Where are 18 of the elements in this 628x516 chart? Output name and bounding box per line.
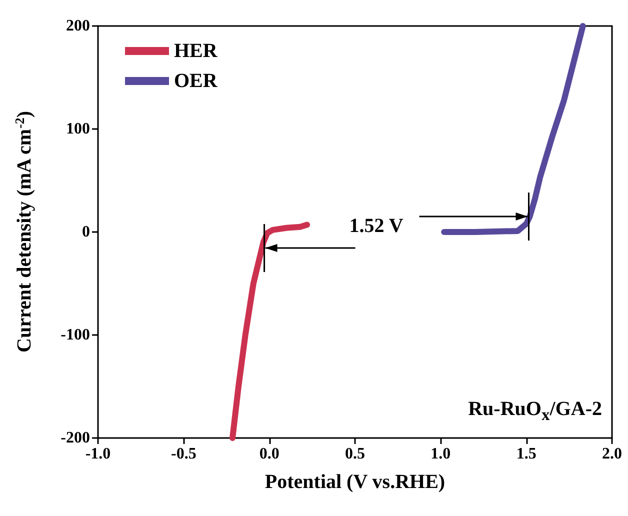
y-tick-label: 0 [82,224,90,240]
x-axis-title: Potential (V vs.RHE) [264,471,446,493]
x-tick-label: -1.0 [85,446,111,462]
legend-label: OER [174,70,218,92]
y-tick-label: 100 [66,120,90,138]
legend-label: HER [174,40,218,62]
x-tick-label: -0.5 [171,446,196,462]
x-tick-label: 0.5 [345,446,365,462]
y-tick-label: -100 [60,326,90,344]
y-axis-title: Current detensity (mA cm-2) [12,110,36,352]
y-tick-label: 200 [66,18,90,34]
x-tick-label: 1.5 [516,446,536,462]
x-tick-label: 2.0 [602,446,622,462]
x-tick-label: 0.0 [259,446,280,462]
annotation: 1.52 V [349,215,404,238]
x-tick-label: 1.0 [430,446,451,462]
annotation: Ru-RuO$_{x}$/GA-2 [468,398,602,425]
y-tick-label: -200 [60,430,90,446]
